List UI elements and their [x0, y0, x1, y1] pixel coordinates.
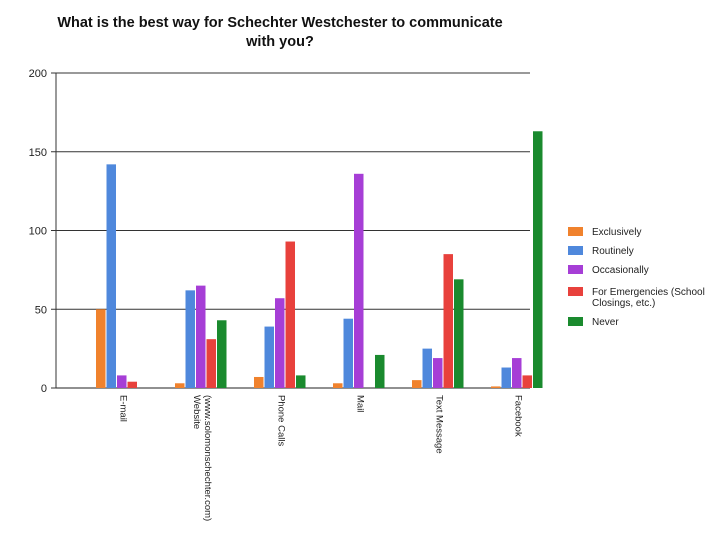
x-tick-label-0-0: E-mail	[118, 395, 129, 422]
chart-title-line-1: What is the best way for Schechter Westc…	[57, 15, 503, 31]
bar-5-0	[491, 386, 501, 388]
y-tick-label-4: 200	[29, 68, 47, 80]
bar-4-0	[412, 380, 422, 388]
legend-swatch-3	[568, 287, 583, 296]
bar-3-4	[375, 354, 385, 388]
bar-2-1	[264, 326, 274, 388]
x-tick-label-1-0: Website	[191, 395, 202, 429]
bar-3-1	[343, 318, 353, 388]
bar-0-1	[106, 164, 116, 388]
bar-1-0	[175, 383, 185, 388]
bar-0-0	[96, 309, 106, 388]
y-tick-label-2: 100	[29, 226, 47, 238]
bar-2-4	[296, 375, 306, 388]
legend-swatch-0	[568, 227, 583, 236]
legend-label-2-0: Occasionally	[592, 265, 649, 276]
bar-5-3	[522, 375, 532, 388]
legend-label-1-0: Routinely	[592, 246, 634, 257]
bar-4-1	[422, 348, 432, 388]
bar-0-3	[127, 381, 137, 388]
legend-swatch-2	[568, 265, 583, 274]
bar-2-3	[285, 241, 295, 388]
bar-1-2	[196, 285, 206, 388]
y-tick-label-1: 50	[35, 304, 47, 316]
legend-swatch-1	[568, 246, 583, 255]
bar-1-1	[185, 290, 195, 388]
bar-4-2	[433, 358, 443, 388]
legend-label-3-0: For Emergencies (School	[592, 287, 705, 298]
bar-3-2	[354, 173, 364, 388]
bar-5-1	[501, 367, 511, 388]
x-tick-label-4-0: Text Message	[434, 395, 445, 454]
x-tick-label-2-0: Phone Calls	[276, 395, 287, 446]
bar-2-2	[275, 298, 285, 388]
bar-5-2	[512, 358, 522, 388]
bar-2-0	[254, 376, 264, 388]
bar-4-3	[443, 254, 453, 388]
x-tick-label-5-0: Facebook	[513, 395, 524, 437]
bar-0-2	[117, 375, 127, 388]
x-tick-label-3-0: Mail	[355, 395, 366, 412]
bar-5-4	[533, 131, 543, 388]
chart-title-line-2: with you?	[246, 34, 314, 50]
legend-label-3-1: Closings, etc.)	[592, 298, 655, 309]
legend-swatch-4	[568, 317, 583, 326]
y-tick-label-3: 150	[29, 147, 47, 159]
chart-title: What is the best way for Schechter Westc…	[20, 14, 540, 52]
bar-4-4	[454, 279, 464, 388]
y-tick-label-0: 0	[41, 383, 47, 395]
x-tick-label-1-1: (www.solomonschechter.com)	[202, 395, 213, 521]
bar-1-4	[217, 320, 227, 388]
legend-label-4-0: Never	[592, 317, 619, 328]
legend-label-0-0: Exclusively	[592, 227, 641, 238]
bar-3-0	[333, 383, 343, 388]
bar-1-3	[206, 339, 216, 388]
